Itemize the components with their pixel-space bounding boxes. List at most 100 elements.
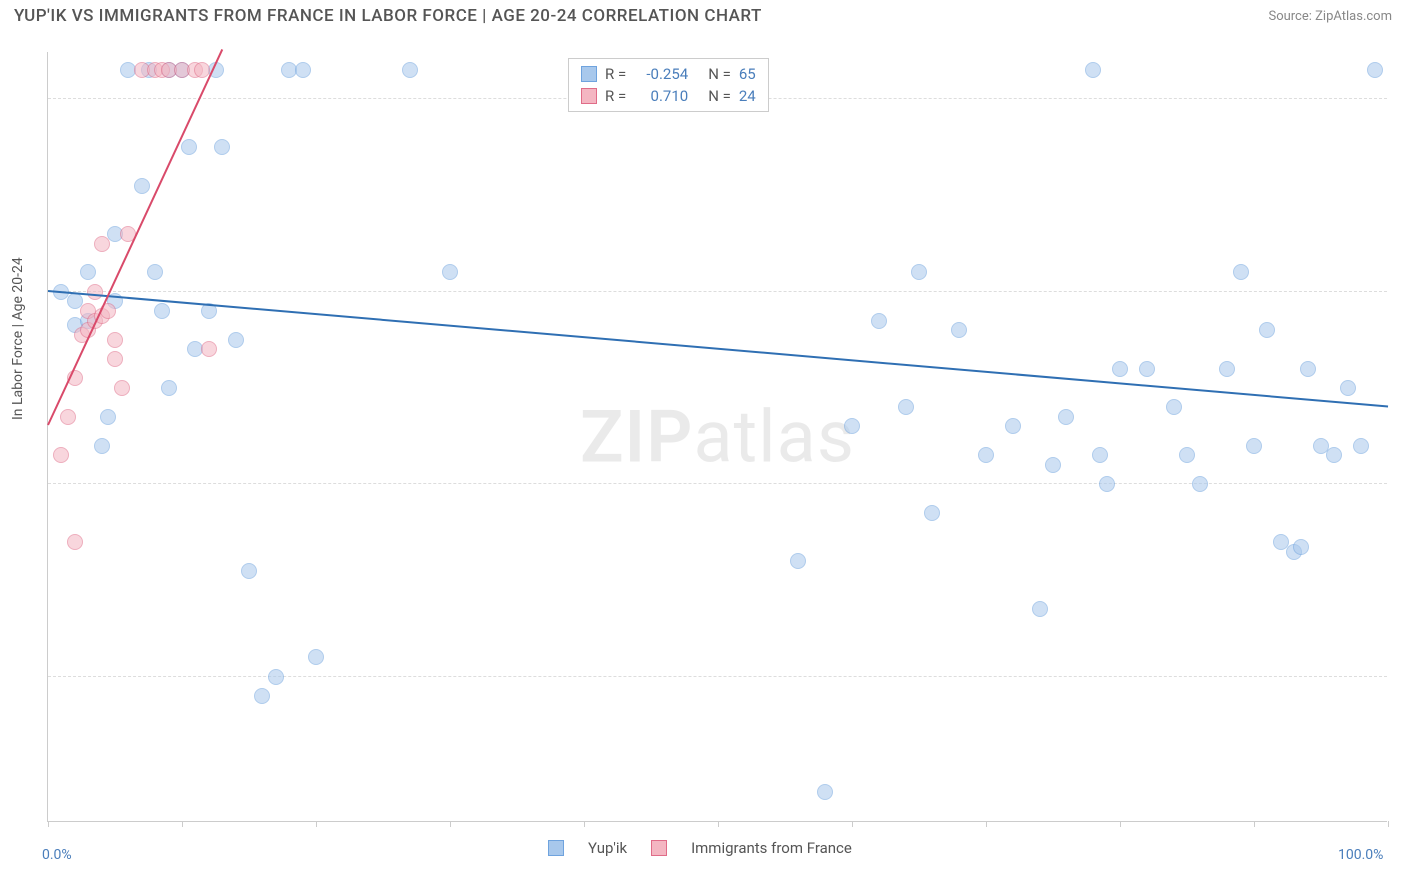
n-value: 24 — [739, 85, 756, 107]
data-point — [161, 380, 177, 396]
watermark: ZIPatlas — [580, 394, 855, 479]
r-label: R = — [605, 85, 626, 107]
x-tick — [852, 821, 853, 827]
x-tick — [584, 821, 585, 827]
data-point — [241, 563, 257, 579]
data-point — [898, 399, 914, 415]
data-point — [100, 409, 116, 425]
y-tick-label: 40.0% — [1397, 653, 1406, 669]
data-point — [1326, 447, 1342, 463]
source-label: Source: ZipAtlas.com — [1268, 9, 1392, 24]
x-tick — [1120, 821, 1121, 827]
y-tick-label: 60.0% — [1397, 460, 1406, 476]
y-axis-label: In Labor Force | Age 20-24 — [10, 257, 26, 420]
data-point — [53, 447, 69, 463]
legend-swatch — [581, 66, 597, 82]
data-point — [107, 351, 123, 367]
data-point — [1045, 457, 1061, 473]
y-tick-label: 100.0% — [1397, 75, 1406, 91]
chart-plot-area: ZIPatlas 40.0%60.0%80.0%100.0%0.0%100.0%… — [47, 52, 1387, 822]
legend-label: Immigrants from France — [691, 839, 852, 857]
n-label: N = — [708, 63, 731, 85]
x-tick — [718, 821, 719, 827]
data-point — [87, 284, 103, 300]
x-tick — [182, 821, 183, 827]
data-point — [1233, 264, 1249, 280]
gridline — [48, 291, 1387, 292]
x-tick — [1388, 821, 1389, 827]
x-tick-label: 100.0% — [1338, 847, 1383, 863]
data-point — [134, 178, 150, 194]
data-point — [1166, 399, 1182, 415]
data-point — [1293, 539, 1309, 555]
x-tick — [48, 821, 49, 827]
r-value: -0.254 — [634, 63, 688, 85]
data-point — [201, 341, 217, 357]
x-tick — [1254, 821, 1255, 827]
data-point — [1085, 62, 1101, 78]
data-point — [442, 264, 458, 280]
legend-swatch — [651, 840, 667, 856]
data-point — [147, 264, 163, 280]
correlation-legend: R = -0.254 N = 65 R = 0.710 N = 24 — [568, 58, 769, 112]
legend-swatch — [581, 88, 597, 104]
data-point — [790, 553, 806, 569]
data-point — [60, 409, 76, 425]
y-tick-label: 80.0% — [1397, 268, 1406, 284]
chart-title: YUP'IK VS IMMIGRANTS FROM FRANCE IN LABO… — [14, 6, 762, 26]
r-value: 0.710 — [634, 85, 688, 107]
trend-line — [48, 290, 1388, 407]
data-point — [1259, 322, 1275, 338]
data-point — [1005, 418, 1021, 434]
data-point — [844, 418, 860, 434]
legend-row: R = 0.710 N = 24 — [581, 85, 756, 107]
trend-line — [47, 50, 223, 426]
data-point — [978, 447, 994, 463]
gridline — [48, 676, 1387, 677]
data-point — [1340, 380, 1356, 396]
data-point — [1032, 601, 1048, 617]
n-label: N = — [708, 85, 731, 107]
data-point — [94, 438, 110, 454]
x-tick-label: 0.0% — [42, 847, 72, 863]
data-point — [871, 313, 887, 329]
data-point — [1300, 361, 1316, 377]
data-point — [154, 303, 170, 319]
data-point — [107, 332, 123, 348]
n-value: 65 — [739, 63, 756, 85]
data-point — [1192, 476, 1208, 492]
x-tick — [986, 821, 987, 827]
data-point — [1353, 438, 1369, 454]
x-tick — [450, 821, 451, 827]
data-point — [1058, 409, 1074, 425]
data-point — [911, 264, 927, 280]
legend-row: R = -0.254 N = 65 — [581, 63, 756, 85]
legend-label: Yup'ik — [588, 839, 627, 857]
data-point — [1112, 361, 1128, 377]
data-point — [268, 669, 284, 685]
data-point — [214, 139, 230, 155]
data-point — [228, 332, 244, 348]
r-label: R = — [605, 63, 626, 85]
data-point — [951, 322, 967, 338]
data-point — [817, 784, 833, 800]
data-point — [80, 264, 96, 280]
data-point — [402, 62, 418, 78]
data-point — [1219, 361, 1235, 377]
legend-swatch — [548, 840, 564, 856]
data-point — [295, 62, 311, 78]
data-point — [1367, 62, 1383, 78]
data-point — [1092, 447, 1108, 463]
data-point — [308, 649, 324, 665]
data-point — [67, 534, 83, 550]
data-point — [254, 688, 270, 704]
data-point — [1179, 447, 1195, 463]
data-point — [1246, 438, 1262, 454]
gridline — [48, 483, 1387, 484]
header: YUP'IK VS IMMIGRANTS FROM FRANCE IN LABO… — [0, 0, 1406, 30]
data-point — [94, 236, 110, 252]
x-tick — [316, 821, 317, 827]
data-point — [114, 380, 130, 396]
data-point — [1139, 361, 1155, 377]
series-legend: Yup'ik Immigrants from France — [548, 839, 852, 857]
